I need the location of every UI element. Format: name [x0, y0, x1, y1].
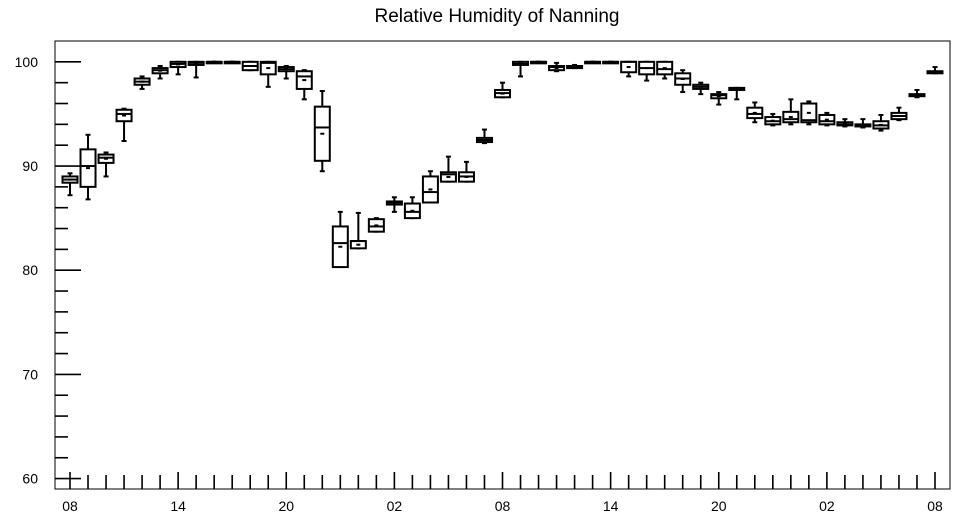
x-tick-label: 14: [603, 498, 619, 514]
box-hour-0: [61, 172, 79, 197]
box-hour-23: [475, 128, 493, 145]
box-hour-14: [313, 90, 331, 173]
x-tick-label: 02: [387, 498, 403, 514]
x-tick-label: 02: [819, 498, 835, 514]
box-hour-31: [620, 60, 638, 78]
box-hour-12: [277, 65, 295, 80]
box-hour-32: [638, 60, 656, 82]
box-series: [61, 60, 944, 269]
box-hour-29: [584, 60, 602, 65]
box-hour-41: [800, 100, 818, 126]
box-hour-4: [133, 75, 151, 90]
y-tick-label: 80: [22, 262, 38, 278]
y-tick-label: 90: [22, 158, 38, 174]
box-hour-11: [259, 60, 277, 88]
box-hour-16: [349, 211, 367, 250]
box-hour-24: [494, 81, 511, 99]
x-axis: 08 14 20 02 08 14 20 02 08: [62, 472, 943, 514]
box-hour-19: [403, 196, 421, 220]
box-hour-13: [295, 69, 313, 101]
box-hour-20: [421, 170, 439, 204]
box-hour-33: [656, 60, 674, 80]
y-axis: 60 70 80 90 100: [15, 54, 81, 487]
box-hour-38: [746, 101, 764, 124]
box-hour-36: [710, 91, 728, 106]
box-hour-2: [97, 151, 115, 178]
box-hour-35: [692, 81, 710, 96]
box-hour-10: [241, 60, 259, 72]
box-hour-3: [115, 107, 133, 143]
x-tick-label: 08: [495, 498, 511, 514]
box-hour-21: [439, 155, 457, 183]
box-hour-39: [764, 112, 782, 127]
chart-title: Relative Humidity of Nanning: [374, 6, 619, 27]
box-hour-45: [872, 113, 890, 132]
box-hour-5: [151, 65, 169, 80]
box-hour-6: [169, 60, 187, 76]
y-tick-label: 70: [22, 366, 38, 382]
x-tick-label: 08: [62, 498, 78, 514]
box-hour-27: [548, 61, 566, 73]
box-hour-7: [187, 60, 205, 79]
box-hour-34: [674, 69, 692, 94]
box-hour-25: [512, 60, 530, 78]
y-tick-label: 60: [22, 471, 38, 487]
box-hour-28: [566, 63, 584, 70]
box-hour-1: [79, 133, 97, 201]
box-hour-9: [223, 60, 241, 65]
box-hour-37: [728, 86, 746, 101]
box-hour-18: [385, 196, 403, 213]
box-hour-15: [331, 210, 349, 269]
box-hour-8: [205, 60, 223, 65]
box-hour-48: [926, 66, 944, 75]
box-hour-40: [782, 98, 800, 126]
box-hour-42: [818, 111, 836, 127]
x-tick-label: 20: [278, 498, 294, 514]
x-tick-label: 08: [927, 498, 943, 514]
y-tick-label: 100: [15, 54, 39, 70]
box-hour-43: [836, 118, 854, 128]
box-hour-46: [890, 106, 908, 122]
box-hour-47: [908, 88, 926, 99]
box-hour-17: [367, 217, 385, 233]
box-hour-44: [854, 118, 872, 129]
box-hour-30: [602, 60, 620, 65]
x-tick-label: 14: [170, 498, 186, 514]
x-tick-label: 20: [711, 498, 727, 514]
box-hour-22: [457, 160, 475, 183]
box-hour-26: [530, 60, 548, 65]
